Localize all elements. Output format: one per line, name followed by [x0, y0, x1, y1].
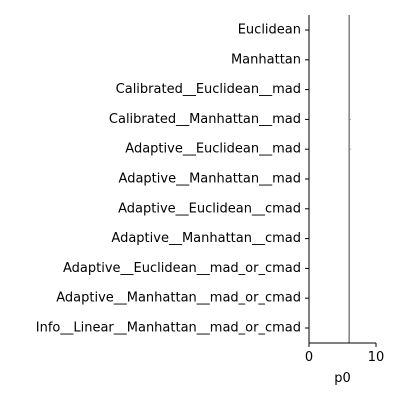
x-tick-label: 10 — [368, 350, 385, 365]
y-tick-label: Calibrated__Euclidean__mad — [116, 82, 301, 97]
x-axis-ticks: 0 10 — [305, 343, 384, 365]
y-tick-label: Adaptive__Manhattan__mad_or_cmad — [56, 291, 301, 306]
y-tick-label: Adaptive__Manhattan__cmad — [111, 231, 301, 246]
y-tick-label: Euclidean — [238, 23, 301, 38]
y-axis-ticks: Euclidean Manhattan Calibrated__Euclidean_… — [36, 23, 309, 336]
y-tick-label: Manhattan — [231, 52, 301, 67]
y-tick-label: Adaptive__Euclidean__mad_or_cmad — [63, 261, 301, 276]
y-tick-label: Info__Linear__Manhattan__mad_or_cmad — [36, 321, 301, 336]
error-marks — [349, 118, 351, 150]
y-tick-label: Adaptive__Euclidean__mad — [125, 142, 301, 157]
x-tick-label: 0 — [305, 350, 313, 365]
x-axis-label: p0 — [334, 371, 351, 386]
y-tick-label: Calibrated__Manhattan__mad — [109, 112, 301, 127]
y-tick-label: Adaptive__Euclidean__cmad — [118, 201, 301, 216]
y-tick-label: Adaptive__Manhattan__mad — [119, 172, 301, 187]
